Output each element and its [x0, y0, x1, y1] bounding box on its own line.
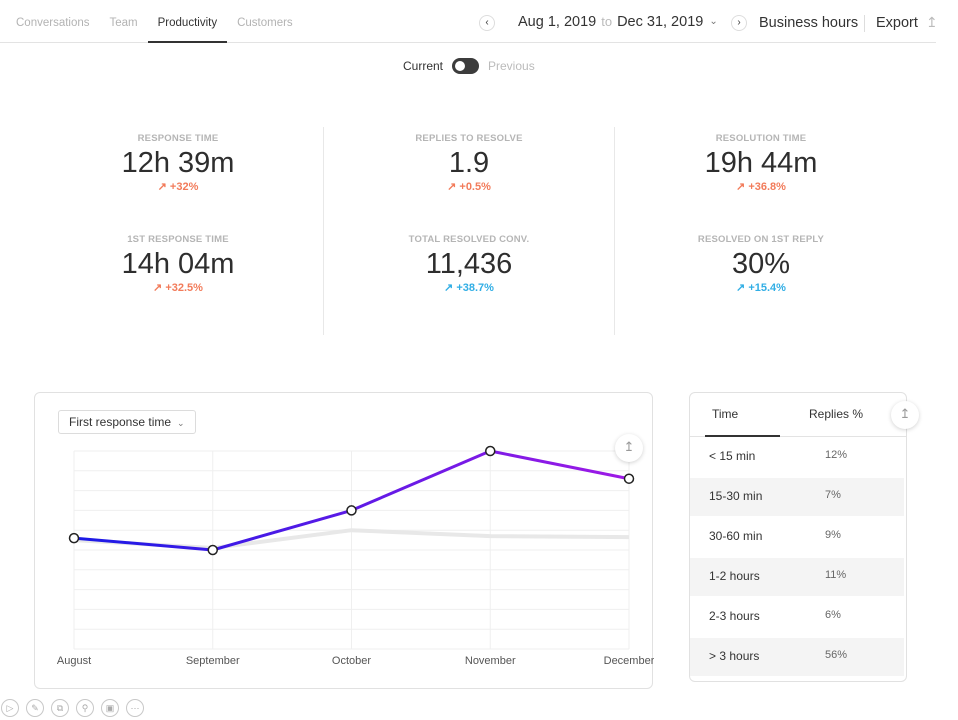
metric-value: 30% — [731, 248, 791, 280]
chart-export-button[interactable]: ↥ — [615, 434, 643, 462]
metric-value: 19h 44m — [704, 147, 818, 179]
chart-card: August September October November December F… — [34, 392, 654, 689]
tab-conversations[interactable]: Conversations — [16, 17, 90, 29]
tab-customers[interactable]: Customers — [237, 17, 293, 29]
time-bucket: 15-30 min — [709, 489, 763, 503]
metric-resolution-time: RESOLUTION TIME 19h 44m ↗ +36.8% — [641, 133, 881, 193]
copy-icon[interactable]: ⧉ — [51, 699, 69, 717]
column-divider — [614, 127, 615, 335]
table-row: > 3 hours 56% — [690, 638, 904, 676]
top-nav: Conversations Team Productivity Customer… — [0, 0, 938, 43]
period-toggle: Current Previous — [0, 58, 936, 76]
metric-first-response-time: 1ST RESPONSE TIME 14h 04m ↗ +32.5% — [58, 234, 298, 294]
table-row: 1-2 hours 11% — [690, 558, 904, 596]
chevron-right-icon: › — [737, 17, 741, 28]
x-tick-label: September — [186, 655, 240, 667]
date-to-word: to — [601, 14, 613, 29]
tab-time[interactable]: Time — [712, 407, 739, 421]
metric-value: 1.9 — [448, 147, 490, 179]
metric-delta: ↗ +32% — [157, 181, 199, 193]
data-point — [207, 544, 218, 556]
replies-percent: 11% — [825, 569, 847, 581]
line-chart: August September October November December — [57, 445, 654, 667]
data-point — [346, 505, 357, 516]
metric-delta: ↗ +38.7% — [444, 282, 494, 294]
upload-icon[interactable]: ↥ — [926, 14, 938, 30]
period-switch[interactable] — [452, 58, 479, 74]
x-tick-label: December — [604, 655, 654, 667]
metric-delta: ↗ +0.5% — [447, 181, 491, 193]
table-export-button[interactable]: ↥ — [891, 401, 919, 429]
metric-label: RESOLVED ON 1ST REPLY — [697, 234, 825, 245]
metric-label: REPLIES TO RESOLVE — [415, 133, 523, 144]
next-period-button[interactable]: › — [731, 15, 747, 31]
upload-icon: ↥ — [623, 439, 635, 454]
metric-label: 1ST RESPONSE TIME — [127, 234, 229, 245]
pen-icon[interactable]: ✎ — [26, 699, 44, 717]
date-range-picker[interactable]: Aug 1, 2019 to Dec 31, 2019 ⌄ — [518, 0, 718, 43]
screen-icon[interactable]: ▣ — [101, 699, 119, 717]
metric-selector-dropdown[interactable]: First response time ⌄ — [58, 410, 196, 434]
metric-replies-to-resolve: REPLIES TO RESOLVE 1.9 ↗ +0.5% — [349, 133, 589, 193]
x-tick-label: October — [332, 655, 371, 667]
replies-percent: 7% — [825, 489, 841, 501]
chevron-left-icon: ‹ — [485, 17, 489, 28]
date-from: Aug 1, 2019 — [518, 13, 597, 30]
metric-total-resolved: TOTAL RESOLVED CONV. 11,436 ↗ +38.7% — [349, 234, 589, 294]
business-hours-button[interactable]: Business hours — [759, 15, 859, 31]
switch-knob — [455, 61, 465, 71]
time-bucket: 2-3 hours — [709, 609, 760, 623]
tab-team[interactable]: Team — [109, 17, 138, 29]
metric-selector-label: First response time — [69, 415, 172, 429]
upload-icon: ↥ — [899, 406, 911, 421]
play-icon[interactable]: ▷ — [1, 699, 19, 717]
prev-period-button[interactable]: ‹ — [479, 15, 495, 31]
report-tabs: Conversations Team Productivity Customer… — [6, 0, 303, 43]
active-tab-indicator — [705, 435, 780, 437]
replies-percent: 56% — [825, 649, 848, 661]
table-row: 30-60 min 9% — [690, 518, 904, 556]
chevron-down-icon: ⌄ — [177, 418, 185, 428]
date-to: Dec 31, 2019 — [617, 13, 704, 30]
metric-label: RESOLUTION TIME — [715, 133, 807, 144]
table-row: 15-30 min 7% — [690, 478, 904, 516]
header-divider — [864, 15, 865, 32]
search-icon[interactable]: ⚲ — [76, 699, 94, 717]
tab-productivity[interactable]: Productivity — [147, 0, 228, 43]
more-icon[interactable]: ⋯ — [126, 699, 144, 717]
metric-delta: ↗ +15.4% — [736, 282, 786, 294]
export-button[interactable]: Export — [876, 15, 918, 31]
metric-resolved-first-reply: RESOLVED ON 1ST REPLY 30% ↗ +15.4% — [641, 234, 881, 294]
table-row: < 15 min 12% — [690, 438, 904, 476]
table-header-divider — [690, 436, 906, 437]
metric-delta: ↗ +36.8% — [736, 181, 786, 193]
column-divider — [323, 127, 324, 335]
metric-response-time: RESPONSE TIME 12h 39m ↗ +32% — [58, 133, 298, 193]
replies-percent: 9% — [825, 529, 841, 541]
x-tick-label: November — [465, 655, 516, 667]
time-bucket: < 15 min — [709, 449, 756, 463]
metric-value: 11,436 — [425, 248, 513, 280]
toggle-current-label[interactable]: Current — [403, 59, 444, 73]
chevron-down-icon: ⌄ — [709, 16, 718, 27]
toggle-previous-label[interactable]: Previous — [488, 59, 535, 73]
replies-percent: 6% — [825, 609, 841, 621]
metric-label: RESPONSE TIME — [137, 133, 219, 144]
replies-percent: 12% — [825, 449, 848, 461]
tab-replies-percent[interactable]: Replies % — [809, 407, 864, 421]
metric-delta: ↗ +32.5% — [153, 282, 203, 294]
data-point — [68, 532, 80, 544]
x-tick-label: August — [57, 655, 91, 667]
data-point — [623, 473, 635, 484]
time-bucket: 30-60 min — [709, 529, 763, 543]
time-bucket: 1-2 hours — [709, 569, 760, 583]
table-row: 2-3 hours 6% — [690, 598, 904, 636]
data-point — [485, 445, 496, 457]
metric-value: 12h 39m — [121, 147, 235, 179]
metric-value: 14h 04m — [121, 248, 235, 280]
metric-label: TOTAL RESOLVED CONV. — [408, 234, 530, 245]
time-bucket: > 3 hours — [709, 649, 760, 663]
replies-table-card: Time Replies % < 15 min 12% 15-30 min 7% 30-… — [689, 392, 907, 682]
